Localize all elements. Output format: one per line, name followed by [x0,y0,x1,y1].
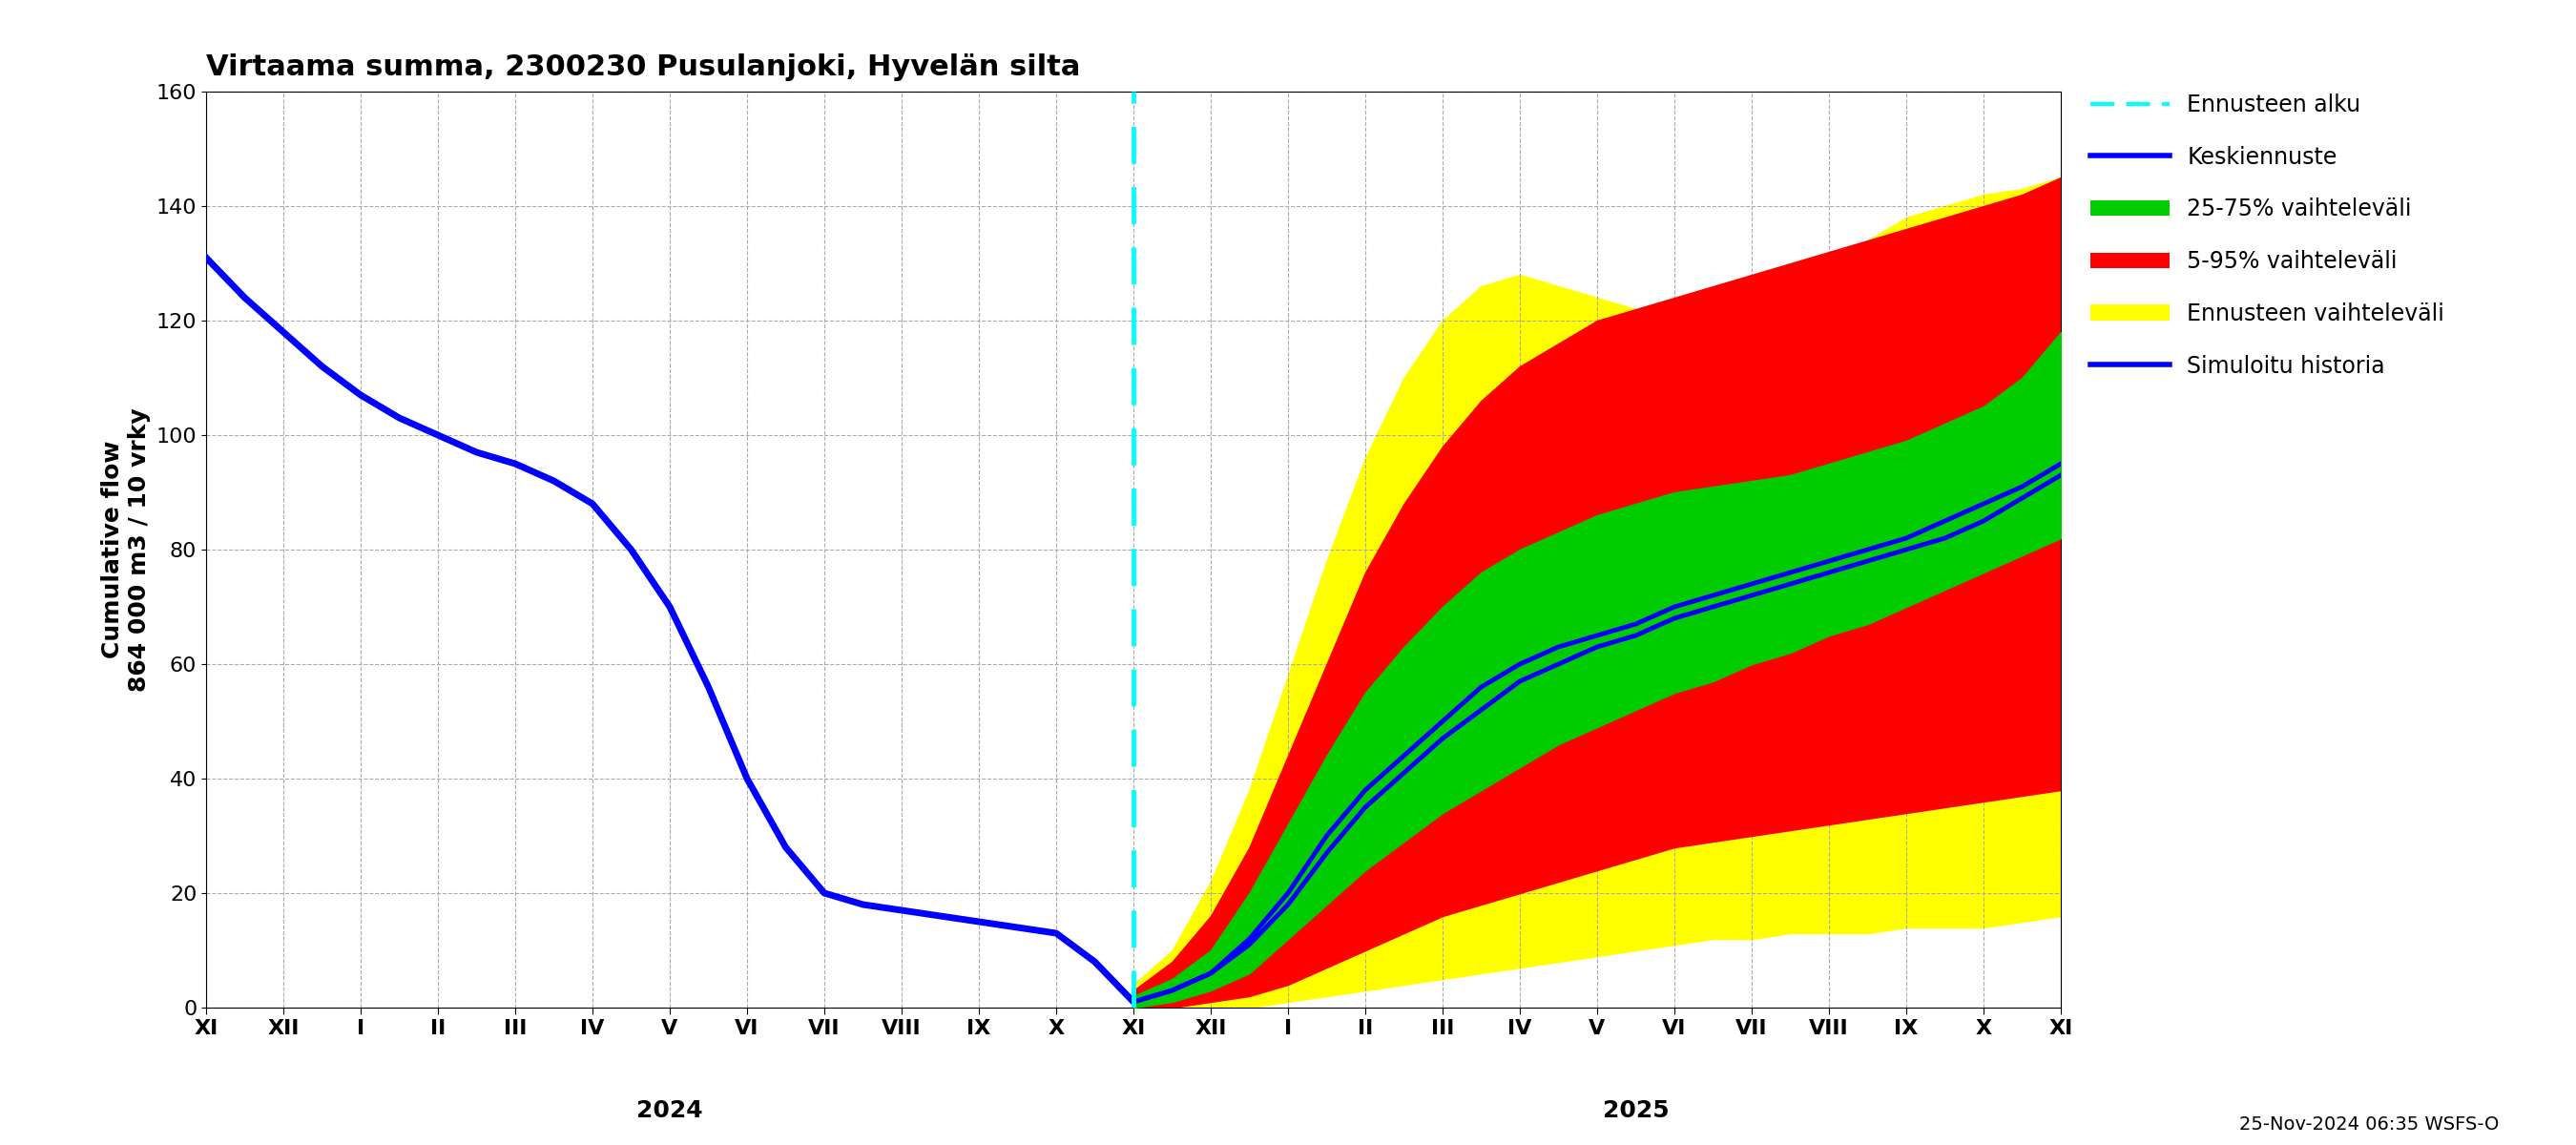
Text: 2024: 2024 [636,1099,703,1122]
Y-axis label: Cumulative flow
864 000 m3 / 10 vrky: Cumulative flow 864 000 m3 / 10 vrky [100,408,152,692]
Text: 2025: 2025 [1602,1099,1669,1122]
Text: Virtaama summa, 2300230 Pusulanjoki, Hyvelän silta: Virtaama summa, 2300230 Pusulanjoki, Hyv… [206,54,1079,81]
Legend: Ennusteen alku, Keskiennuste, 25-75% vaihteleväli, 5-95% vaihteleväli, Ennusteen: Ennusteen alku, Keskiennuste, 25-75% vai… [2081,85,2455,386]
Text: 25-Nov-2024 06:35 WSFS-O: 25-Nov-2024 06:35 WSFS-O [2239,1115,2499,1134]
